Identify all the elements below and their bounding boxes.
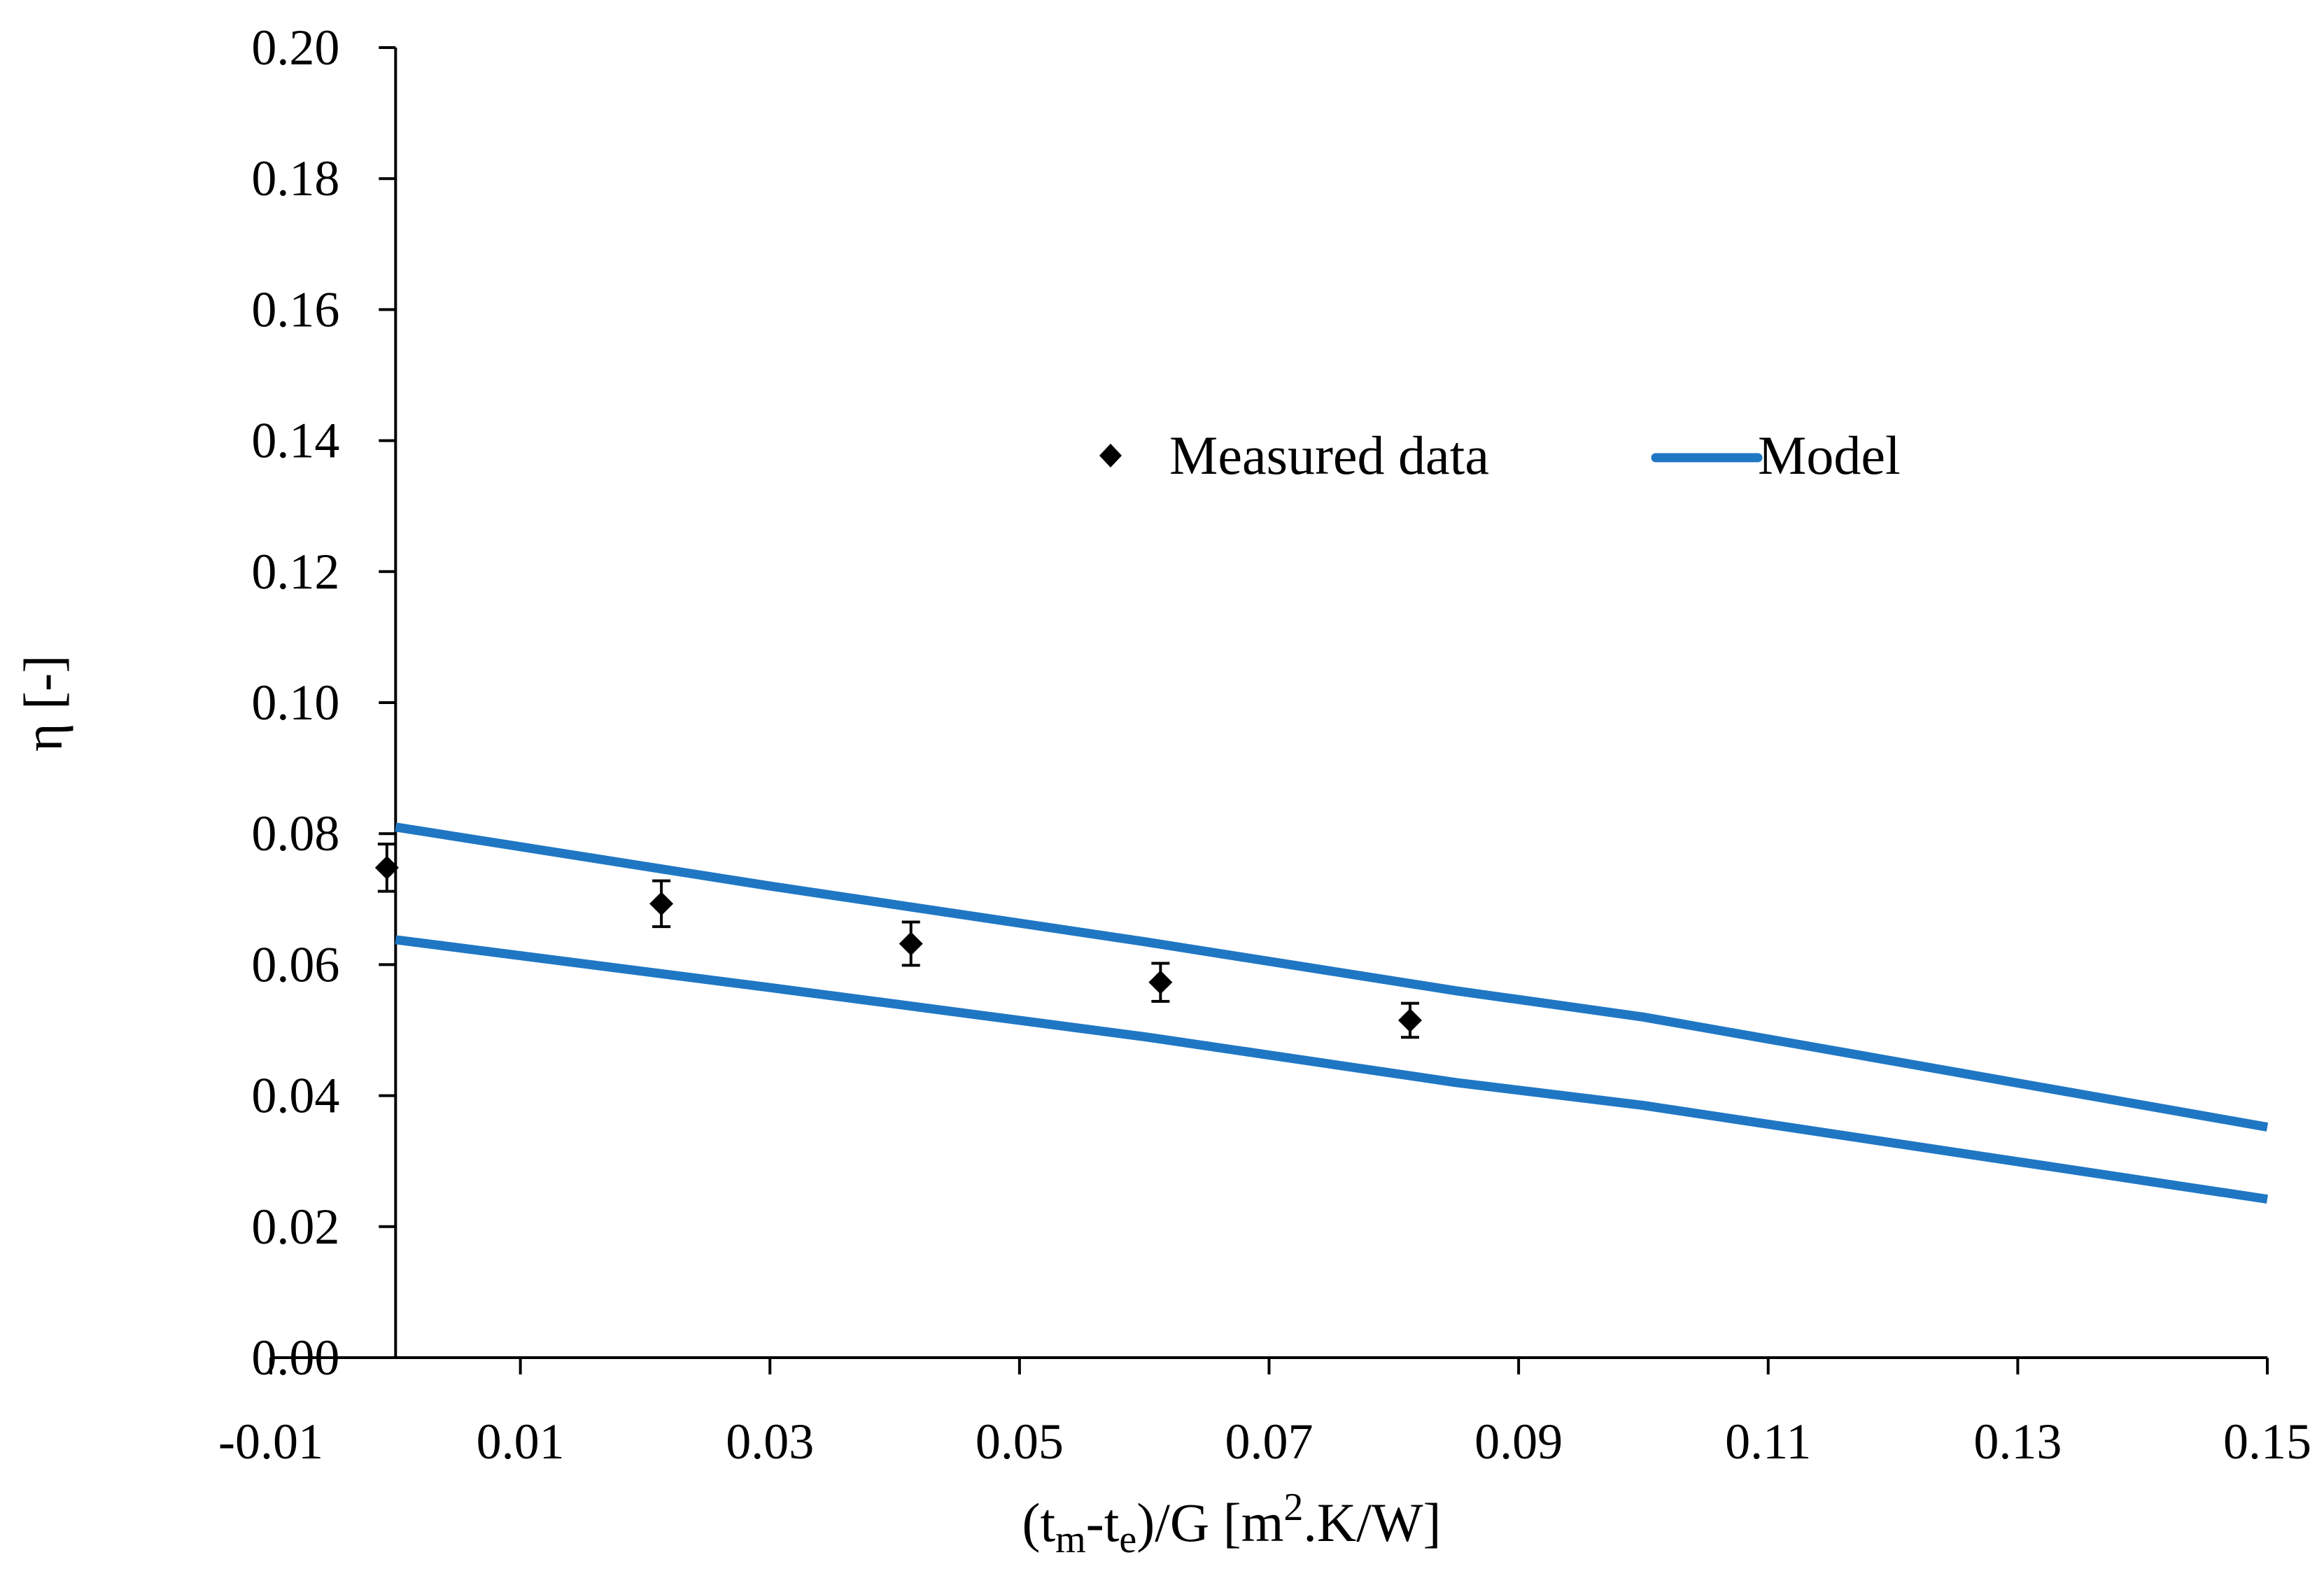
model-line-upper [395,822,2269,1132]
y-tick-label: 0.16 [251,281,339,337]
x-tick-label: 0.11 [1725,1414,1811,1470]
x-tick-label: 0.15 [2223,1414,2311,1470]
x-axis-title: (tm-te)/G [m2.K/W] [1022,1486,1442,1561]
y-tick-label: 0.14 [251,413,339,469]
x-title-sub-1: m [1055,1518,1086,1561]
y-tick-label: 0.18 [251,150,339,206]
y-tick-label: 0.20 [251,20,339,76]
x-title-part-3: )/G [m [1136,1492,1283,1553]
data-point-marker [1397,1008,1422,1032]
y-tick-label: 0.08 [251,805,339,861]
y-tick-label: 0.06 [251,936,339,992]
legend-label-model: Model [1758,425,1901,486]
legend-marker-measured [1099,444,1122,467]
model-line-lower [395,935,2268,1204]
x-tick-label: 0.07 [1225,1414,1314,1470]
x-tick-label: 0.13 [1973,1414,2062,1470]
legend-label-measured: Measured data [1169,425,1489,486]
y-tick-label: 0.12 [251,544,339,600]
x-tick-label: -0.01 [218,1414,323,1470]
ticks: 0.00 0.02 0.04 0.06 0.08 0.10 0.12 0.14 0.16 0.18… [218,20,2311,1470]
y-tick-label: 0.00 [251,1330,339,1386]
model-series [395,822,2269,1204]
x-tick-label: 0.05 [976,1414,1064,1470]
x-title-sub-2: e [1119,1518,1136,1561]
y-axis-title: η [-] [13,655,73,752]
x-title-sup: 2 [1283,1486,1303,1529]
measured-series [374,843,1422,1039]
x-title-part-1: (t [1022,1492,1056,1553]
x-title-part-4: .K/W] [1303,1492,1441,1553]
data-point-marker [374,855,399,880]
legend: Measured data Model [1099,425,1901,486]
x-tick-label: 0.01 [477,1414,565,1470]
data-point-marker [649,892,674,916]
x-title-part-2: -t [1086,1492,1120,1553]
x-tick-label: 0.03 [726,1414,814,1470]
y-tick-label: 0.04 [251,1068,339,1124]
data-point-marker [899,931,923,956]
data-point-marker [1148,970,1173,994]
y-tick-label: 0.02 [251,1199,339,1255]
axes [271,48,2267,1359]
x-tick-label: 0.09 [1474,1414,1563,1470]
y-tick-label: 0.10 [251,675,339,731]
